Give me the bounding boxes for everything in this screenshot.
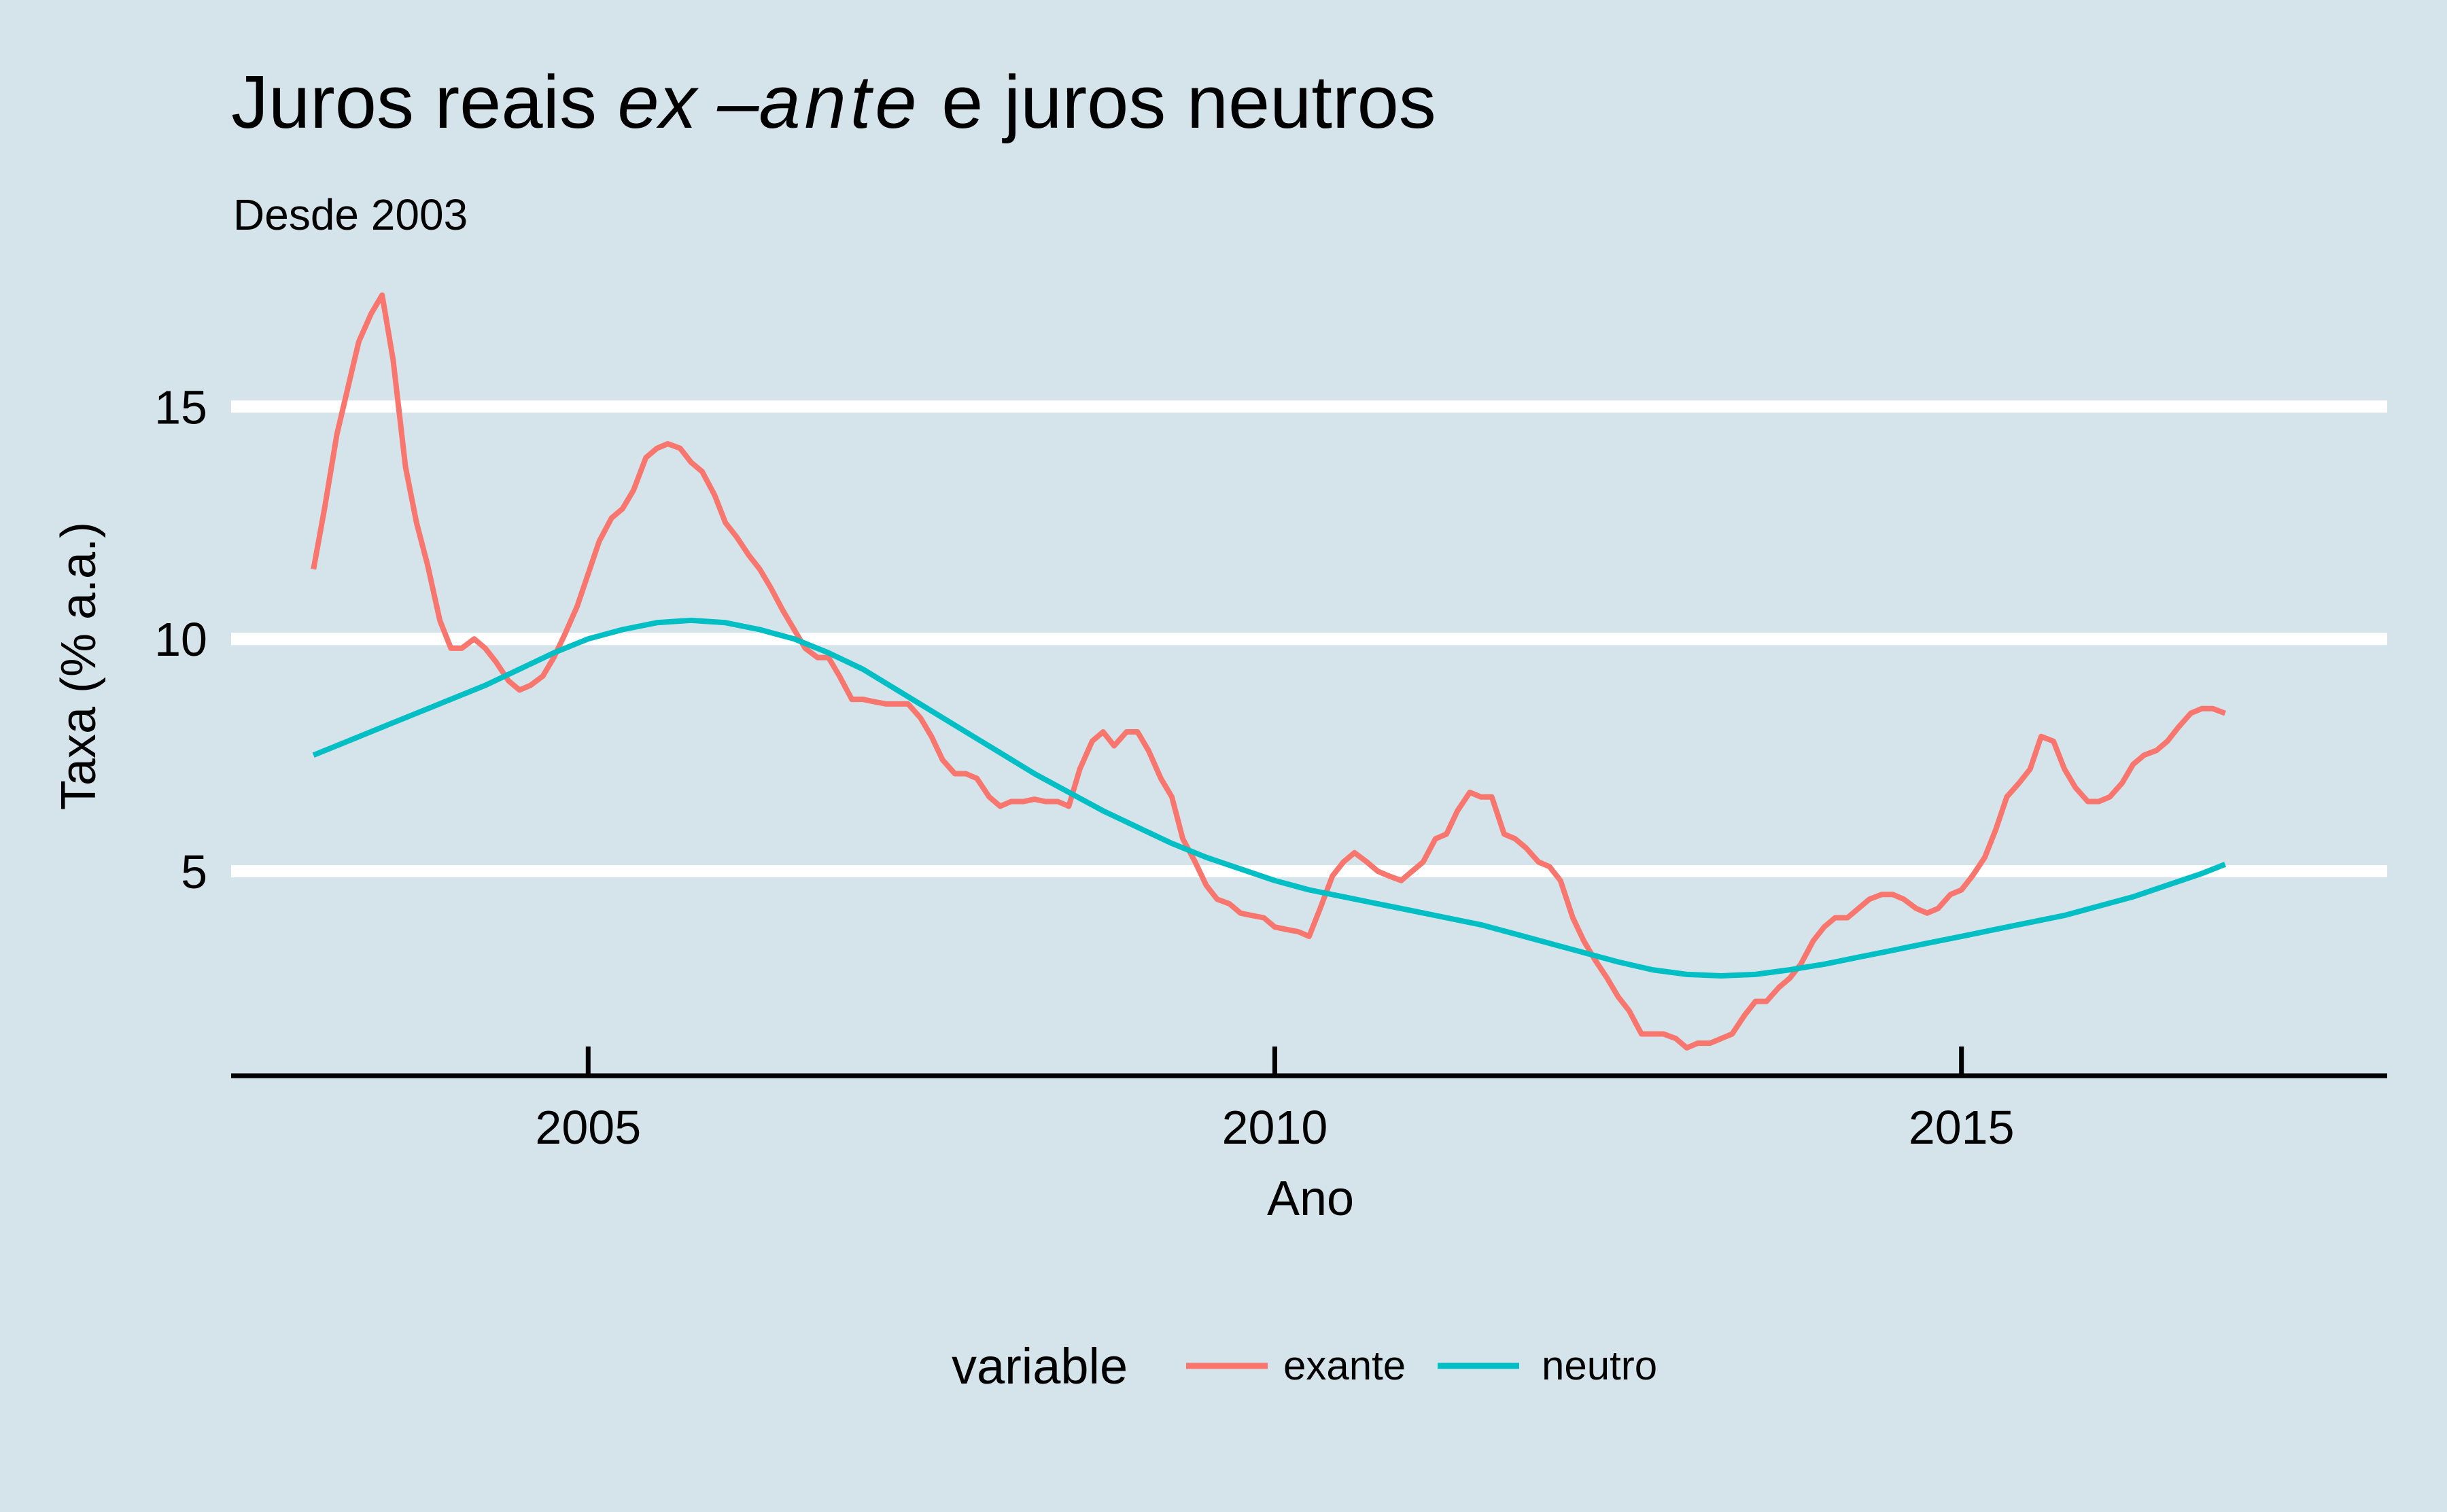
grid-lines bbox=[231, 400, 2387, 878]
x-tick-label: 2005 bbox=[535, 1101, 641, 1154]
x-tick-label: 2010 bbox=[1222, 1101, 1328, 1154]
title-part-ante: ante bbox=[759, 60, 920, 144]
title-part-dash: – bbox=[697, 60, 760, 144]
title-part-1: Juros reais bbox=[231, 60, 618, 144]
series-line-neutro bbox=[312, 617, 2227, 979]
legend-label-neutro: neutro bbox=[1542, 1343, 1657, 1388]
series-line-exante bbox=[311, 292, 2226, 1051]
title-part-ex: ex bbox=[618, 60, 699, 144]
legend-title: variable bbox=[952, 1338, 1128, 1394]
y-axis-title: Taxa (% a.a.) bbox=[52, 522, 106, 810]
y-tick-label: 15 bbox=[154, 381, 207, 434]
x-axis-ticks: 2005 2010 2015 bbox=[535, 1047, 2015, 1154]
legend-label-exante: exante bbox=[1283, 1343, 1406, 1388]
chart-subtitle: Desde 2003 bbox=[233, 190, 468, 239]
y-tick-label: 5 bbox=[181, 845, 207, 898]
y-axis-ticks: 5 10 15 bbox=[154, 381, 207, 898]
x-axis-title: Ano bbox=[1267, 1172, 1354, 1226]
legend: variable exante neutro bbox=[952, 1338, 1657, 1394]
chart-title: Juros reais ex –ante e juros neutros bbox=[231, 60, 1436, 144]
y-tick-label: 10 bbox=[154, 613, 207, 666]
x-tick-label: 2015 bbox=[1909, 1101, 2015, 1154]
series-lines bbox=[311, 292, 2227, 1051]
title-part-rest: e juros neutros bbox=[921, 60, 1436, 144]
